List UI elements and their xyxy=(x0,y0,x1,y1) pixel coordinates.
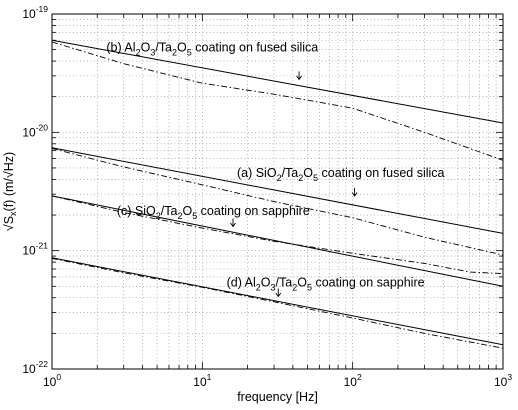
label-text: (d) Al xyxy=(227,275,256,289)
curve-c-solid xyxy=(51,195,504,287)
label-text: O xyxy=(141,41,151,55)
label-subscript: 2 xyxy=(298,173,303,183)
label-text: (a) SiO xyxy=(237,166,277,180)
label-text: coating on fused silica xyxy=(192,41,319,55)
label-subscript: 5 xyxy=(313,173,318,183)
y-label-subscript: x xyxy=(8,211,18,216)
y-label-root: √S xyxy=(2,216,16,231)
tick-base: 10 xyxy=(22,7,36,21)
label-text: O xyxy=(261,275,271,289)
label-c: (c) SiO2/Ta2O5 coating on sapphire xyxy=(117,204,310,221)
x-tick-label: 102 xyxy=(344,372,362,389)
arrow-d-head xyxy=(275,292,282,298)
tick-base: 10 xyxy=(22,125,36,139)
label-subscript: 2 xyxy=(292,282,297,292)
tick-base: 10 xyxy=(22,244,36,258)
y-tick-label: 10-20 xyxy=(22,122,48,139)
label-subscript: 5 xyxy=(307,282,312,292)
plot-frame xyxy=(51,13,504,370)
y-label-rest: (f) (m/√Hz) xyxy=(2,152,16,212)
label-subscript: 2 xyxy=(256,282,261,292)
label-text: O xyxy=(177,41,187,55)
label-subscript: 2 xyxy=(136,48,141,58)
tick-exponent: 1 xyxy=(207,372,212,382)
label-text: /Ta xyxy=(282,166,299,180)
curve-d-solid xyxy=(51,257,504,346)
label-text: (b) Al xyxy=(106,41,135,55)
label-text: coating on fused silica xyxy=(318,166,445,180)
y-axis-label: √Sx(f) (m/√Hz) xyxy=(2,152,18,231)
x-tick-label: 103 xyxy=(494,372,512,389)
x-axis-label: frequency [Hz] xyxy=(237,390,318,404)
label-a: (a) SiO2/Ta2O5 coating on fused silica xyxy=(237,166,445,183)
label-text: /Ta xyxy=(155,41,172,55)
label-text: (c) SiO xyxy=(117,204,156,218)
x-tick-label: 101 xyxy=(193,372,211,389)
tick-base: 10 xyxy=(43,375,57,389)
label-subscript: 2 xyxy=(277,173,282,183)
label-text: O xyxy=(297,275,307,289)
label-subscript: 3 xyxy=(150,48,155,58)
curve-d-dashdot xyxy=(51,257,504,349)
tick-exponent: -19 xyxy=(36,4,49,14)
annotations: (b) Al2O3/Ta2O5 coating on fused silica(… xyxy=(106,41,445,298)
tick-base: 10 xyxy=(344,375,358,389)
y-tick-label: 10-21 xyxy=(22,241,48,258)
label-b: (b) Al2O3/Ta2O5 coating on fused silica xyxy=(106,41,318,58)
curve-c-dashdot xyxy=(51,195,504,275)
label-text: O xyxy=(182,204,192,218)
tick-base: 10 xyxy=(494,375,508,389)
label-text: /Ta xyxy=(276,275,293,289)
label-text: coating on sapphire xyxy=(197,204,310,218)
tick-exponent: 3 xyxy=(507,372,512,382)
arrow-b-head xyxy=(296,75,302,81)
tick-base: 10 xyxy=(193,375,207,389)
curve-b-dashdot xyxy=(51,41,504,161)
label-subscript: 5 xyxy=(192,211,197,221)
label-text: O xyxy=(303,166,313,180)
curve-a-solid xyxy=(51,147,504,234)
tick-exponent: -20 xyxy=(36,122,49,132)
y-tick-label: 10-22 xyxy=(22,359,48,376)
label-subscript: 3 xyxy=(271,282,276,292)
label-subscript: 2 xyxy=(172,48,177,58)
label-subscript: 5 xyxy=(187,48,192,58)
tick-base: 10 xyxy=(22,362,36,376)
label-d: (d) Al2O3/Ta2O5 coating on sapphire xyxy=(227,275,425,292)
arrow-c-head xyxy=(230,222,236,228)
curve-b-solid xyxy=(51,39,504,124)
curves xyxy=(51,39,504,349)
tick-exponent: -22 xyxy=(36,359,49,369)
tick-exponent: 2 xyxy=(357,372,362,382)
label-text: /Ta xyxy=(161,204,178,218)
label-text: coating on sapphire xyxy=(312,275,425,289)
tick-exponent: 0 xyxy=(56,372,61,382)
tick-exponent: -21 xyxy=(36,241,49,251)
label-subscript: 2 xyxy=(177,211,182,221)
arrow-a-head xyxy=(351,192,358,197)
curve-a-dashdot xyxy=(51,148,504,256)
label-subscript: 2 xyxy=(156,211,161,221)
y-tick-label: 10-19 xyxy=(22,4,48,21)
x-tick-label: 100 xyxy=(43,372,61,389)
